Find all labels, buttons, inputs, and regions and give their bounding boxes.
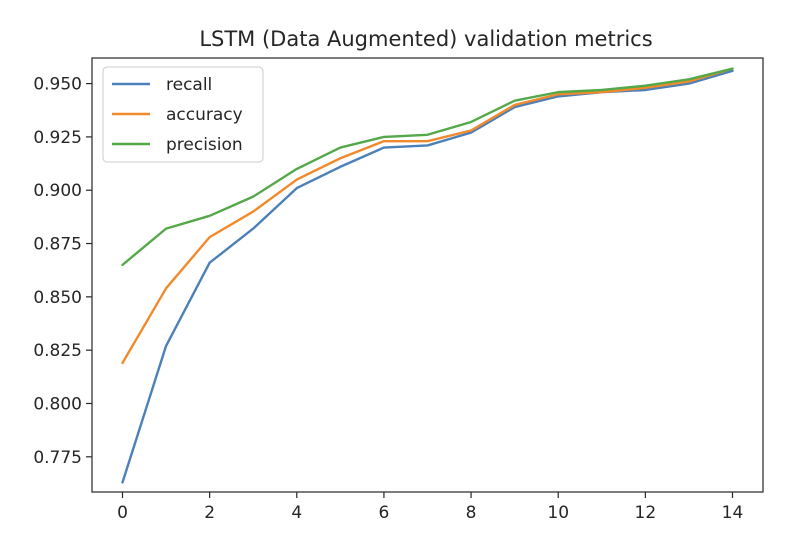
- x-tick-label: 12: [635, 503, 657, 523]
- y-tick-label: 0.825: [33, 341, 82, 361]
- y-tick-label: 0.925: [33, 128, 82, 148]
- y-tick-label: 0.875: [33, 235, 82, 255]
- y-axis: 0.775 0.800 0.825 0.850 0.875 0.900 0.925 0.950: [33, 75, 92, 468]
- x-tick-label: 8: [466, 503, 477, 523]
- series-layer: [121, 67, 734, 484]
- series-line-recall: [121, 69, 734, 484]
- series-line-accuracy: [121, 67, 734, 365]
- legend-label-precision: precision: [166, 135, 243, 155]
- x-tick-label: 10: [547, 503, 569, 523]
- y-tick-label: 0.950: [33, 75, 82, 95]
- x-tick-label: 6: [379, 503, 390, 523]
- legend: recall accuracy precision: [102, 66, 264, 163]
- x-tick-label: 0: [117, 503, 128, 523]
- x-tick-label: 14: [722, 503, 744, 523]
- y-tick-label: 0.850: [33, 288, 82, 308]
- series-line-precision: [121, 67, 734, 267]
- legend-box: [102, 66, 264, 163]
- plot-frame: [91, 57, 764, 493]
- x-axis: 0 2 4 6 8 10 12 14: [117, 492, 743, 523]
- y-tick-label: 0.775: [33, 448, 82, 468]
- x-tick-label: 4: [291, 503, 302, 523]
- legend-label-accuracy: accuracy: [166, 105, 243, 125]
- y-tick-label: 0.800: [33, 394, 82, 414]
- x-tick-label: 2: [204, 503, 215, 523]
- legend-label-recall: recall: [166, 75, 212, 95]
- chart-title: LSTM (Data Augmented) validation metrics: [199, 27, 652, 51]
- y-tick-label: 0.900: [33, 181, 82, 201]
